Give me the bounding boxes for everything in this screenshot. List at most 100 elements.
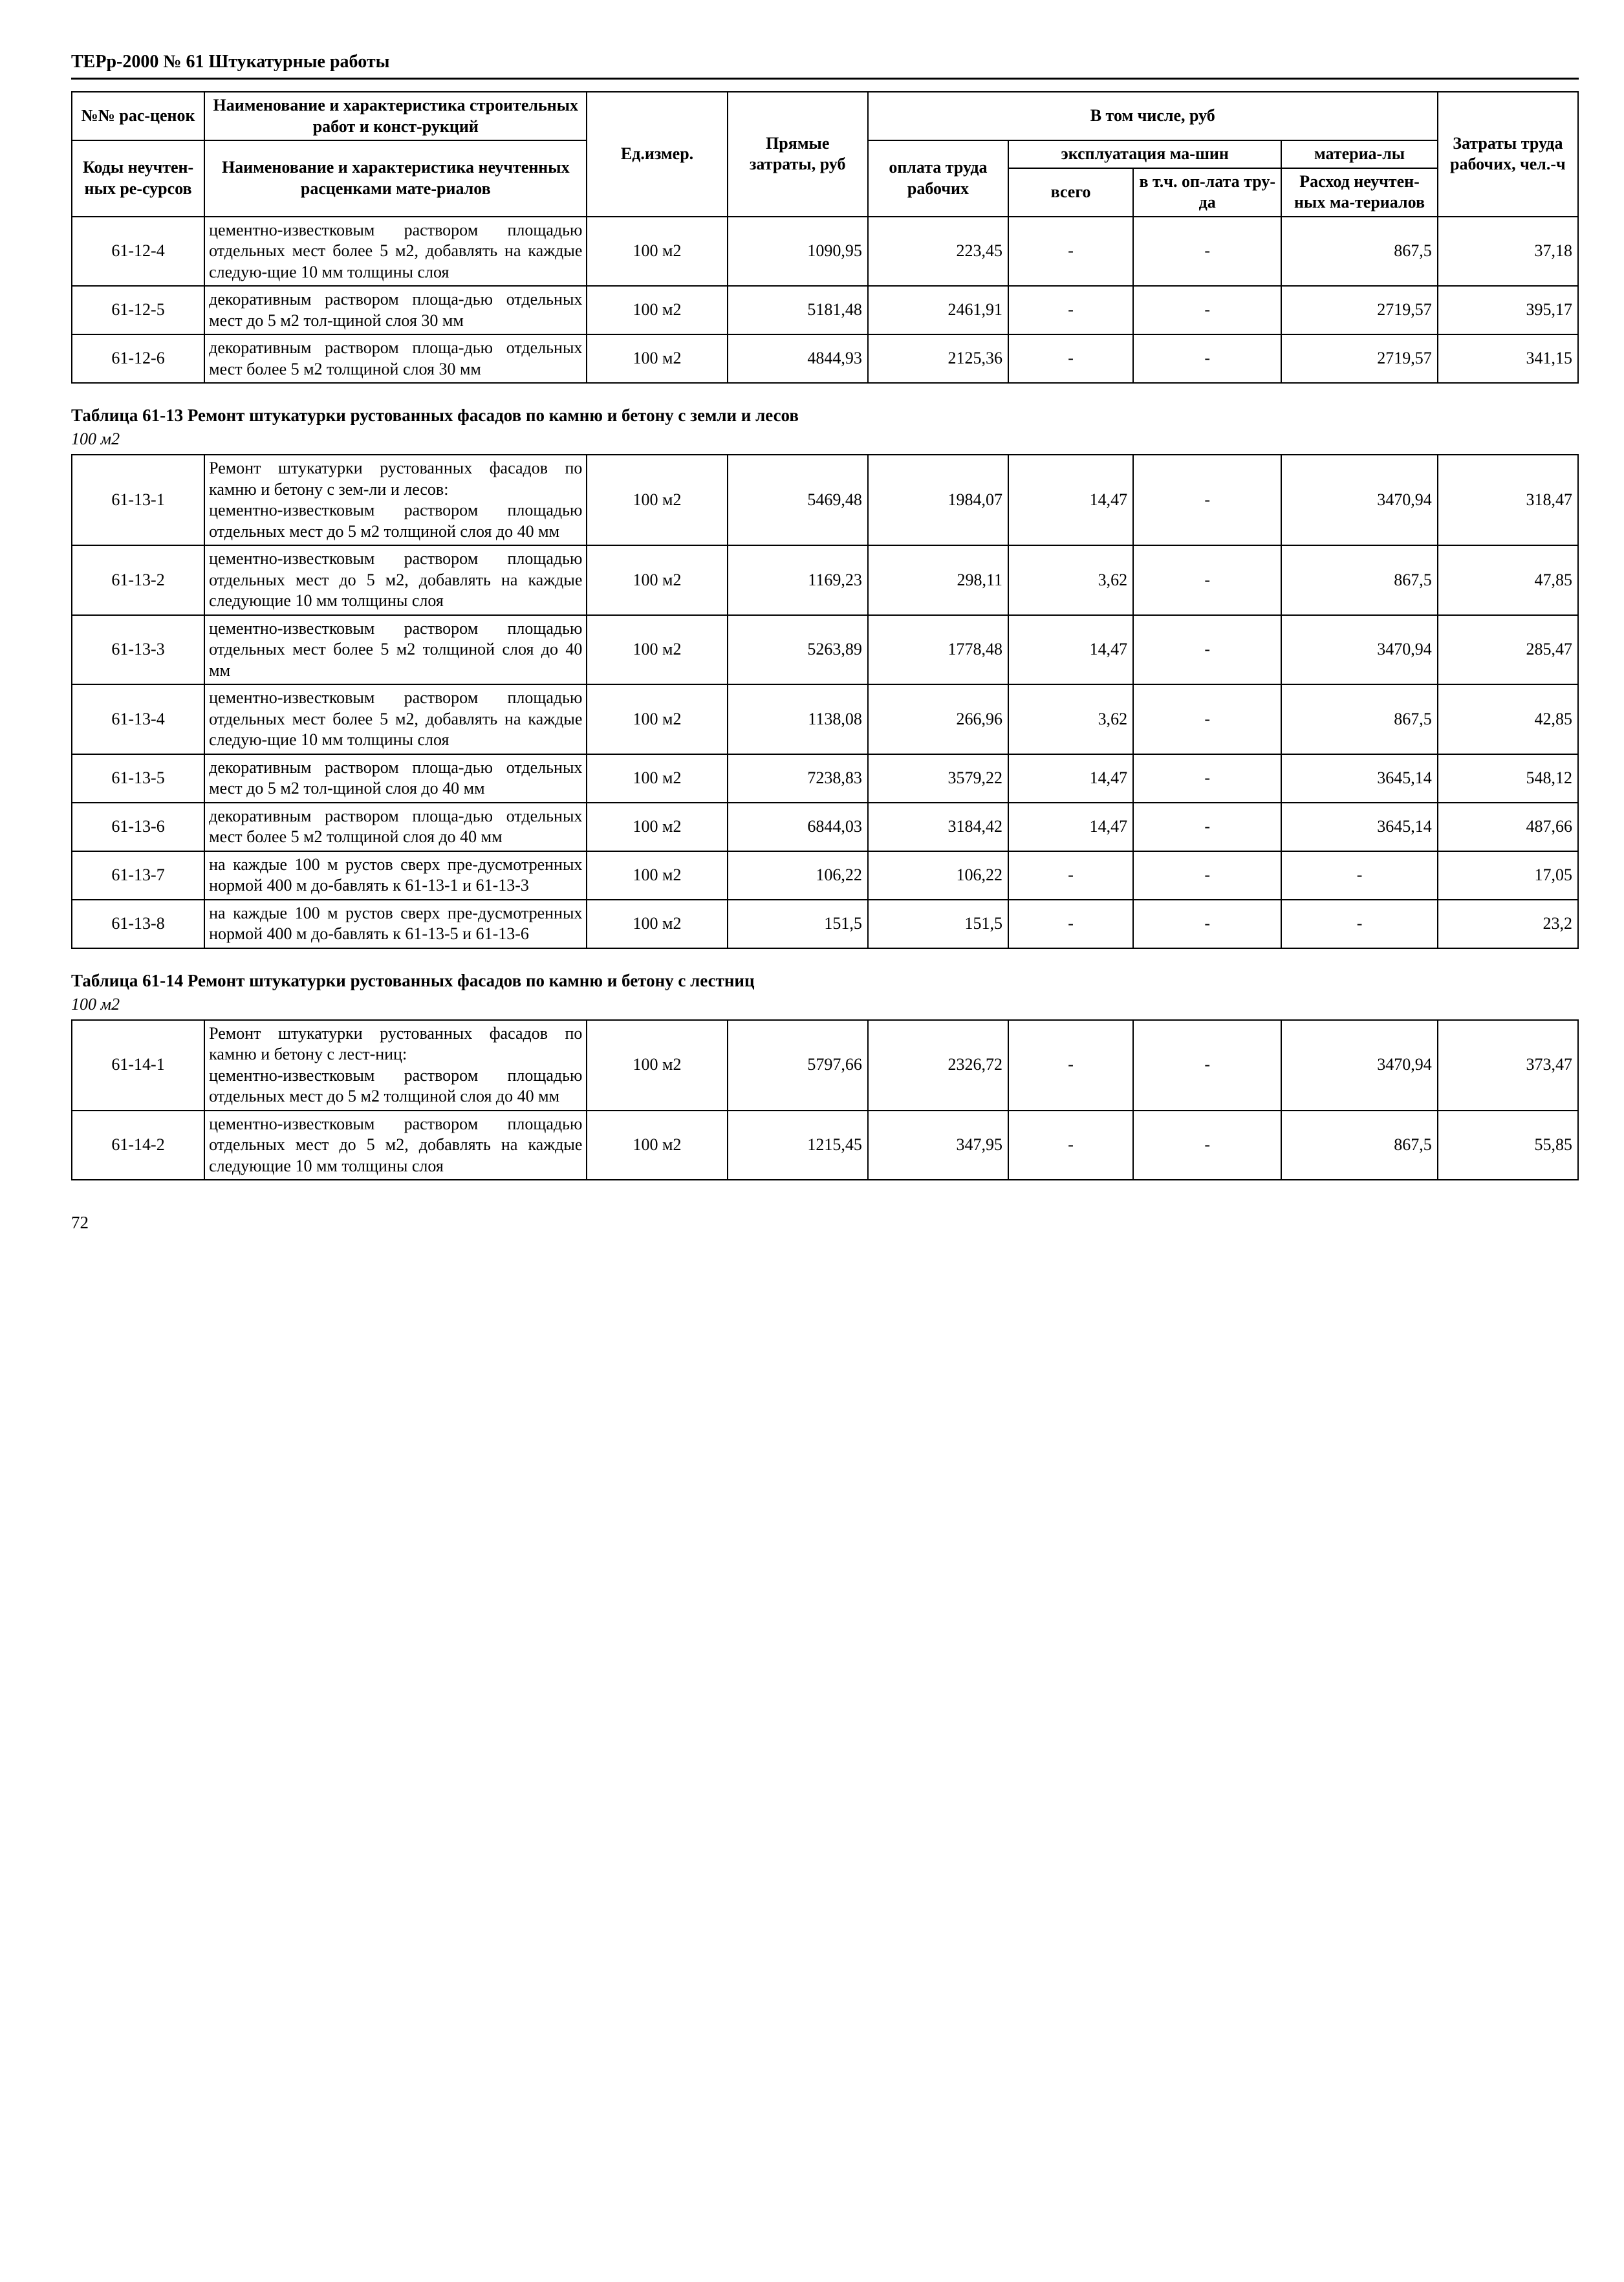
cell-mach-total: 14,47 xyxy=(1008,615,1133,685)
cell-unit: 100 м2 xyxy=(587,1111,727,1180)
cell-desc: декоративным раствором площа-дью отдельн… xyxy=(204,754,587,803)
cell-direct-cost: 5469,48 xyxy=(728,455,868,545)
cell-labor-hours: 47,85 xyxy=(1438,545,1578,615)
table-row: 61-13-3цементно-известковым раствором пл… xyxy=(72,615,1578,685)
section-sub-61-13: 100 м2 xyxy=(71,429,1579,449)
table-61-13: 61-13-1Ремонт штукатурки рустованных фас… xyxy=(71,454,1579,949)
cell-code: 61-14-2 xyxy=(72,1111,204,1180)
cell-code: 61-13-5 xyxy=(72,754,204,803)
cell-mach-total: 3,62 xyxy=(1008,545,1133,615)
cell-labor-hours: 42,85 xyxy=(1438,684,1578,754)
cell-desc: Ремонт штукатурки рустованных фасадов по… xyxy=(204,455,587,545)
table-row: 61-14-1Ремонт штукатурки рустованных фас… xyxy=(72,1020,1578,1111)
cell-unit: 100 м2 xyxy=(587,455,727,545)
cell-unit: 100 м2 xyxy=(587,754,727,803)
cell-labor-pay: 1778,48 xyxy=(868,615,1008,685)
cell-labor-pay: 298,11 xyxy=(868,545,1008,615)
cell-desc: декоративным раствором площа-дью отдельн… xyxy=(204,286,587,334)
table-row: 61-13-7на каждые 100 м рустов сверх пре-… xyxy=(72,851,1578,900)
cell-labor-pay: 106,22 xyxy=(868,851,1008,900)
table-row: 61-13-4цементно-известковым раствором пл… xyxy=(72,684,1578,754)
page-header: ТЕРр-2000 № 61 Штукатурные работы xyxy=(71,52,1579,80)
table-row: 61-13-1Ремонт штукатурки рустованных фас… xyxy=(72,455,1578,545)
cell-materials: - xyxy=(1281,900,1437,948)
cell-code: 61-13-7 xyxy=(72,851,204,900)
cell-desc: цементно-известковым раствором площадью … xyxy=(204,615,587,685)
hdr-mach-total: всего xyxy=(1008,168,1133,217)
cell-mach-oplata: - xyxy=(1133,900,1281,948)
cell-direct-cost: 106,22 xyxy=(728,851,868,900)
cell-labor-hours: 17,05 xyxy=(1438,851,1578,900)
table-header: №№ рас-ценок Наименование и характеристи… xyxy=(72,92,1578,217)
section-title-61-14: Таблица 61-14 Ремонт штукатурки рустован… xyxy=(71,971,1579,991)
hdr-materials: материа-лы xyxy=(1281,140,1437,168)
cell-direct-cost: 1215,45 xyxy=(728,1111,868,1180)
cell-code: 61-13-1 xyxy=(72,455,204,545)
cell-mach-oplata: - xyxy=(1133,545,1281,615)
cell-labor-hours: 285,47 xyxy=(1438,615,1578,685)
hdr-code-b: Коды неучтен-ных ре-сурсов xyxy=(72,140,204,217)
cell-code: 61-12-6 xyxy=(72,334,204,383)
cell-labor-hours: 37,18 xyxy=(1438,217,1578,287)
cell-mach-total: 14,47 xyxy=(1008,803,1133,851)
cell-code: 61-13-8 xyxy=(72,900,204,948)
cell-desc: цементно-известковым раствором площадью … xyxy=(204,545,587,615)
cell-direct-cost: 5797,66 xyxy=(728,1020,868,1111)
table-row: 61-13-8на каждые 100 м рустов сверх пре-… xyxy=(72,900,1578,948)
cell-materials: 3470,94 xyxy=(1281,615,1437,685)
cell-mach-oplata: - xyxy=(1133,334,1281,383)
cell-unit: 100 м2 xyxy=(587,851,727,900)
cell-code: 61-13-2 xyxy=(72,545,204,615)
cell-labor-pay: 347,95 xyxy=(868,1111,1008,1180)
cell-code: 61-14-1 xyxy=(72,1020,204,1111)
cell-labor-pay: 223,45 xyxy=(868,217,1008,287)
hdr-labor-hours: Затраты труда рабочих, чел.-ч xyxy=(1438,92,1578,217)
cell-code: 61-13-3 xyxy=(72,615,204,685)
cell-mach-total: 3,62 xyxy=(1008,684,1133,754)
cell-mach-total: - xyxy=(1008,1111,1133,1180)
cell-direct-cost: 6844,03 xyxy=(728,803,868,851)
cell-labor-pay: 3579,22 xyxy=(868,754,1008,803)
table-row: 61-13-2цементно-известковым раствором пл… xyxy=(72,545,1578,615)
cell-mach-total: 14,47 xyxy=(1008,455,1133,545)
cell-unit: 100 м2 xyxy=(587,803,727,851)
hdr-labor-pay: оплата труда рабочих xyxy=(868,140,1008,217)
cell-mach-total: - xyxy=(1008,900,1133,948)
page-number: 72 xyxy=(71,1213,1579,1233)
cell-labor-hours: 341,15 xyxy=(1438,334,1578,383)
cell-code: 61-13-4 xyxy=(72,684,204,754)
cell-unit: 100 м2 xyxy=(587,334,727,383)
table-row: 61-12-5декоративным раствором площа-дью … xyxy=(72,286,1578,334)
table-row: 61-12-4цементно-известковым раствором пл… xyxy=(72,217,1578,287)
section-sub-61-14: 100 м2 xyxy=(71,995,1579,1014)
cell-unit: 100 м2 xyxy=(587,1020,727,1111)
cell-unit: 100 м2 xyxy=(587,217,727,287)
cell-mach-oplata: - xyxy=(1133,1020,1281,1111)
cell-materials: 3470,94 xyxy=(1281,1020,1437,1111)
table-row: 61-14-2цементно-известковым раствором пл… xyxy=(72,1111,1578,1180)
cell-code: 61-12-5 xyxy=(72,286,204,334)
cell-unit: 100 м2 xyxy=(587,615,727,685)
cell-mach-total: 14,47 xyxy=(1008,754,1133,803)
table-row: 61-13-6декоративным раствором площа-дью … xyxy=(72,803,1578,851)
cell-direct-cost: 4844,93 xyxy=(728,334,868,383)
cell-mach-total: - xyxy=(1008,217,1133,287)
cell-labor-hours: 318,47 xyxy=(1438,455,1578,545)
cell-mach-total: - xyxy=(1008,286,1133,334)
cell-mach-oplata: - xyxy=(1133,1111,1281,1180)
cell-unit: 100 м2 xyxy=(587,286,727,334)
cell-mach-oplata: - xyxy=(1133,217,1281,287)
cell-labor-pay: 2461,91 xyxy=(868,286,1008,334)
cell-labor-pay: 2125,36 xyxy=(868,334,1008,383)
cell-labor-pay: 266,96 xyxy=(868,684,1008,754)
cell-code: 61-12-4 xyxy=(72,217,204,287)
hdr-unit: Ед.измер. xyxy=(587,92,727,217)
cell-labor-hours: 373,47 xyxy=(1438,1020,1578,1111)
cell-materials: 867,5 xyxy=(1281,1111,1437,1180)
cell-direct-cost: 1169,23 xyxy=(728,545,868,615)
cell-unit: 100 м2 xyxy=(587,684,727,754)
cell-labor-hours: 55,85 xyxy=(1438,1111,1578,1180)
hdr-mat-sub: Расход неучтен-ных ма-териалов xyxy=(1281,168,1437,217)
cell-materials: 867,5 xyxy=(1281,217,1437,287)
cell-labor-pay: 151,5 xyxy=(868,900,1008,948)
